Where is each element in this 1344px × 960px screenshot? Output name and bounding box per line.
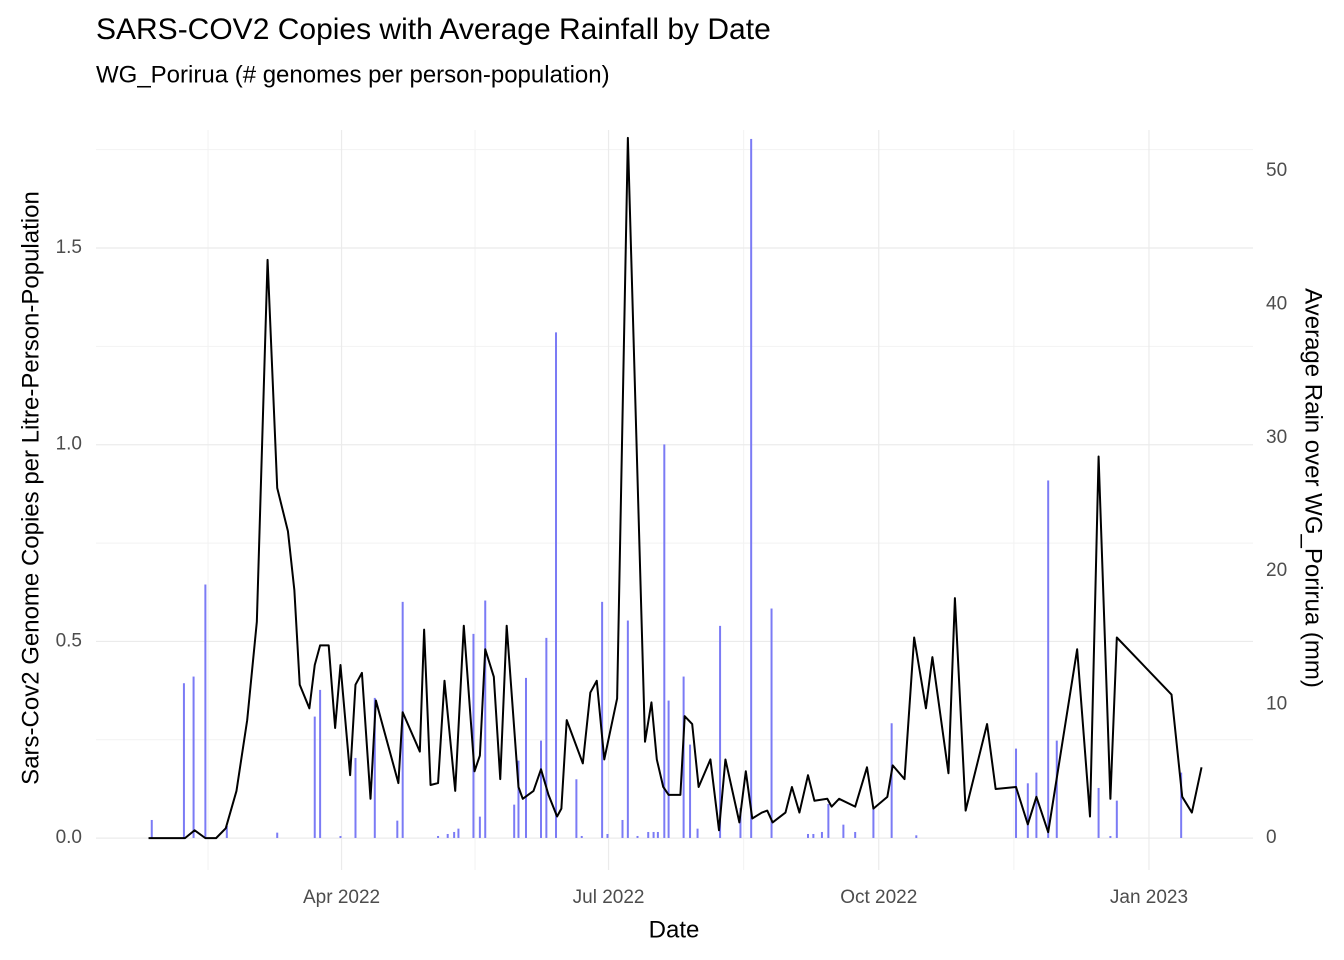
rain-bar xyxy=(150,819,153,838)
rain-bar xyxy=(770,608,773,838)
rain-bar xyxy=(1109,835,1112,838)
y2-tick-label: 0 xyxy=(1266,827,1277,848)
rain-bar xyxy=(472,633,475,838)
y2-tick-label: 20 xyxy=(1266,560,1287,581)
y2-tick-label: 50 xyxy=(1266,160,1287,181)
rain-bar xyxy=(812,833,815,838)
y2-axis-title: Average Rain over WG_Porirua (mm) xyxy=(1300,288,1327,688)
rain-bar xyxy=(1115,800,1118,838)
chart-subtitle: WG_Porirua (# genomes per person-populat… xyxy=(96,61,610,88)
y-tick-label: 1.5 xyxy=(56,237,82,258)
rain-bar xyxy=(545,637,548,838)
rain-bar xyxy=(313,716,316,838)
y2-tick-label: 40 xyxy=(1266,293,1287,314)
rain-bar xyxy=(524,677,527,838)
rain-bar xyxy=(606,833,609,838)
rain-bar xyxy=(339,835,342,838)
rain-bar xyxy=(1026,783,1029,838)
x-tick-label: Apr 2022 xyxy=(303,887,380,908)
rain-bar xyxy=(652,831,655,838)
y2-tick-label: 30 xyxy=(1266,427,1287,448)
y2-tick-label: 10 xyxy=(1266,694,1287,715)
rain-bar xyxy=(739,807,742,838)
rain-bar xyxy=(457,828,460,838)
rain-bar xyxy=(750,138,753,838)
rain-bar xyxy=(446,833,449,838)
x-tick-label: Oct 2022 xyxy=(840,887,917,908)
rain-bar xyxy=(689,744,692,838)
rain-bar xyxy=(555,332,558,838)
rain-bar xyxy=(890,723,893,838)
x-tick-label: Jul 2022 xyxy=(573,887,645,908)
rain-bar xyxy=(621,819,624,838)
rain-bar xyxy=(854,831,857,838)
rain-bar xyxy=(453,831,456,838)
rain-bar xyxy=(915,835,918,838)
rain-bar xyxy=(1015,748,1018,838)
rain-bar xyxy=(1180,772,1183,838)
rain-bar xyxy=(807,833,809,838)
rain-bar xyxy=(276,832,279,838)
rain-bar xyxy=(842,824,845,838)
rain-bar xyxy=(182,683,185,838)
rain-bar xyxy=(872,807,875,838)
rain-bar xyxy=(827,803,830,838)
x-tick-label: Jan 2023 xyxy=(1110,887,1188,908)
rain-bar xyxy=(1055,740,1058,838)
rain-bar xyxy=(580,835,583,838)
rain-bar xyxy=(626,620,629,838)
rain-bar xyxy=(354,757,357,838)
x-axis-title: Date xyxy=(649,916,700,943)
rain-bar xyxy=(820,831,823,838)
rain-bar xyxy=(437,835,440,838)
rain-bar xyxy=(204,584,207,838)
rain-bar xyxy=(1047,480,1050,838)
copies-line xyxy=(148,136,1203,840)
rain-bar xyxy=(478,816,481,838)
rain-bar xyxy=(225,825,228,838)
rain-bar xyxy=(682,676,685,838)
rain-bar xyxy=(373,697,376,838)
rain-bar xyxy=(484,600,487,838)
rain-bar xyxy=(540,740,542,838)
y-tick-label: 1.0 xyxy=(56,434,82,455)
y-tick-label: 0.0 xyxy=(56,827,82,848)
rain-bar xyxy=(513,804,516,838)
rain-bar xyxy=(517,760,520,838)
rain-bar xyxy=(192,676,195,838)
rain-bar xyxy=(1035,772,1038,838)
rain-bar xyxy=(667,700,670,838)
y-tick-label: 0.5 xyxy=(56,630,82,651)
chart-title: SARS-COV2 Copies with Average Rainfall b… xyxy=(96,13,771,46)
rain-bar xyxy=(663,444,666,838)
rain-bar xyxy=(1097,787,1100,838)
rain-bar xyxy=(656,831,659,838)
rain-bar xyxy=(719,625,722,838)
rain-bar xyxy=(636,835,639,838)
rain-bar xyxy=(396,820,399,838)
rain-bar xyxy=(696,828,699,838)
y-axis-title: Sars-Cov2 Genome Copies per Litre-Person… xyxy=(17,191,44,785)
rain-bar xyxy=(647,831,650,838)
rain-bar xyxy=(601,601,604,838)
rain-bar xyxy=(319,689,322,838)
rain-bar xyxy=(575,779,578,838)
